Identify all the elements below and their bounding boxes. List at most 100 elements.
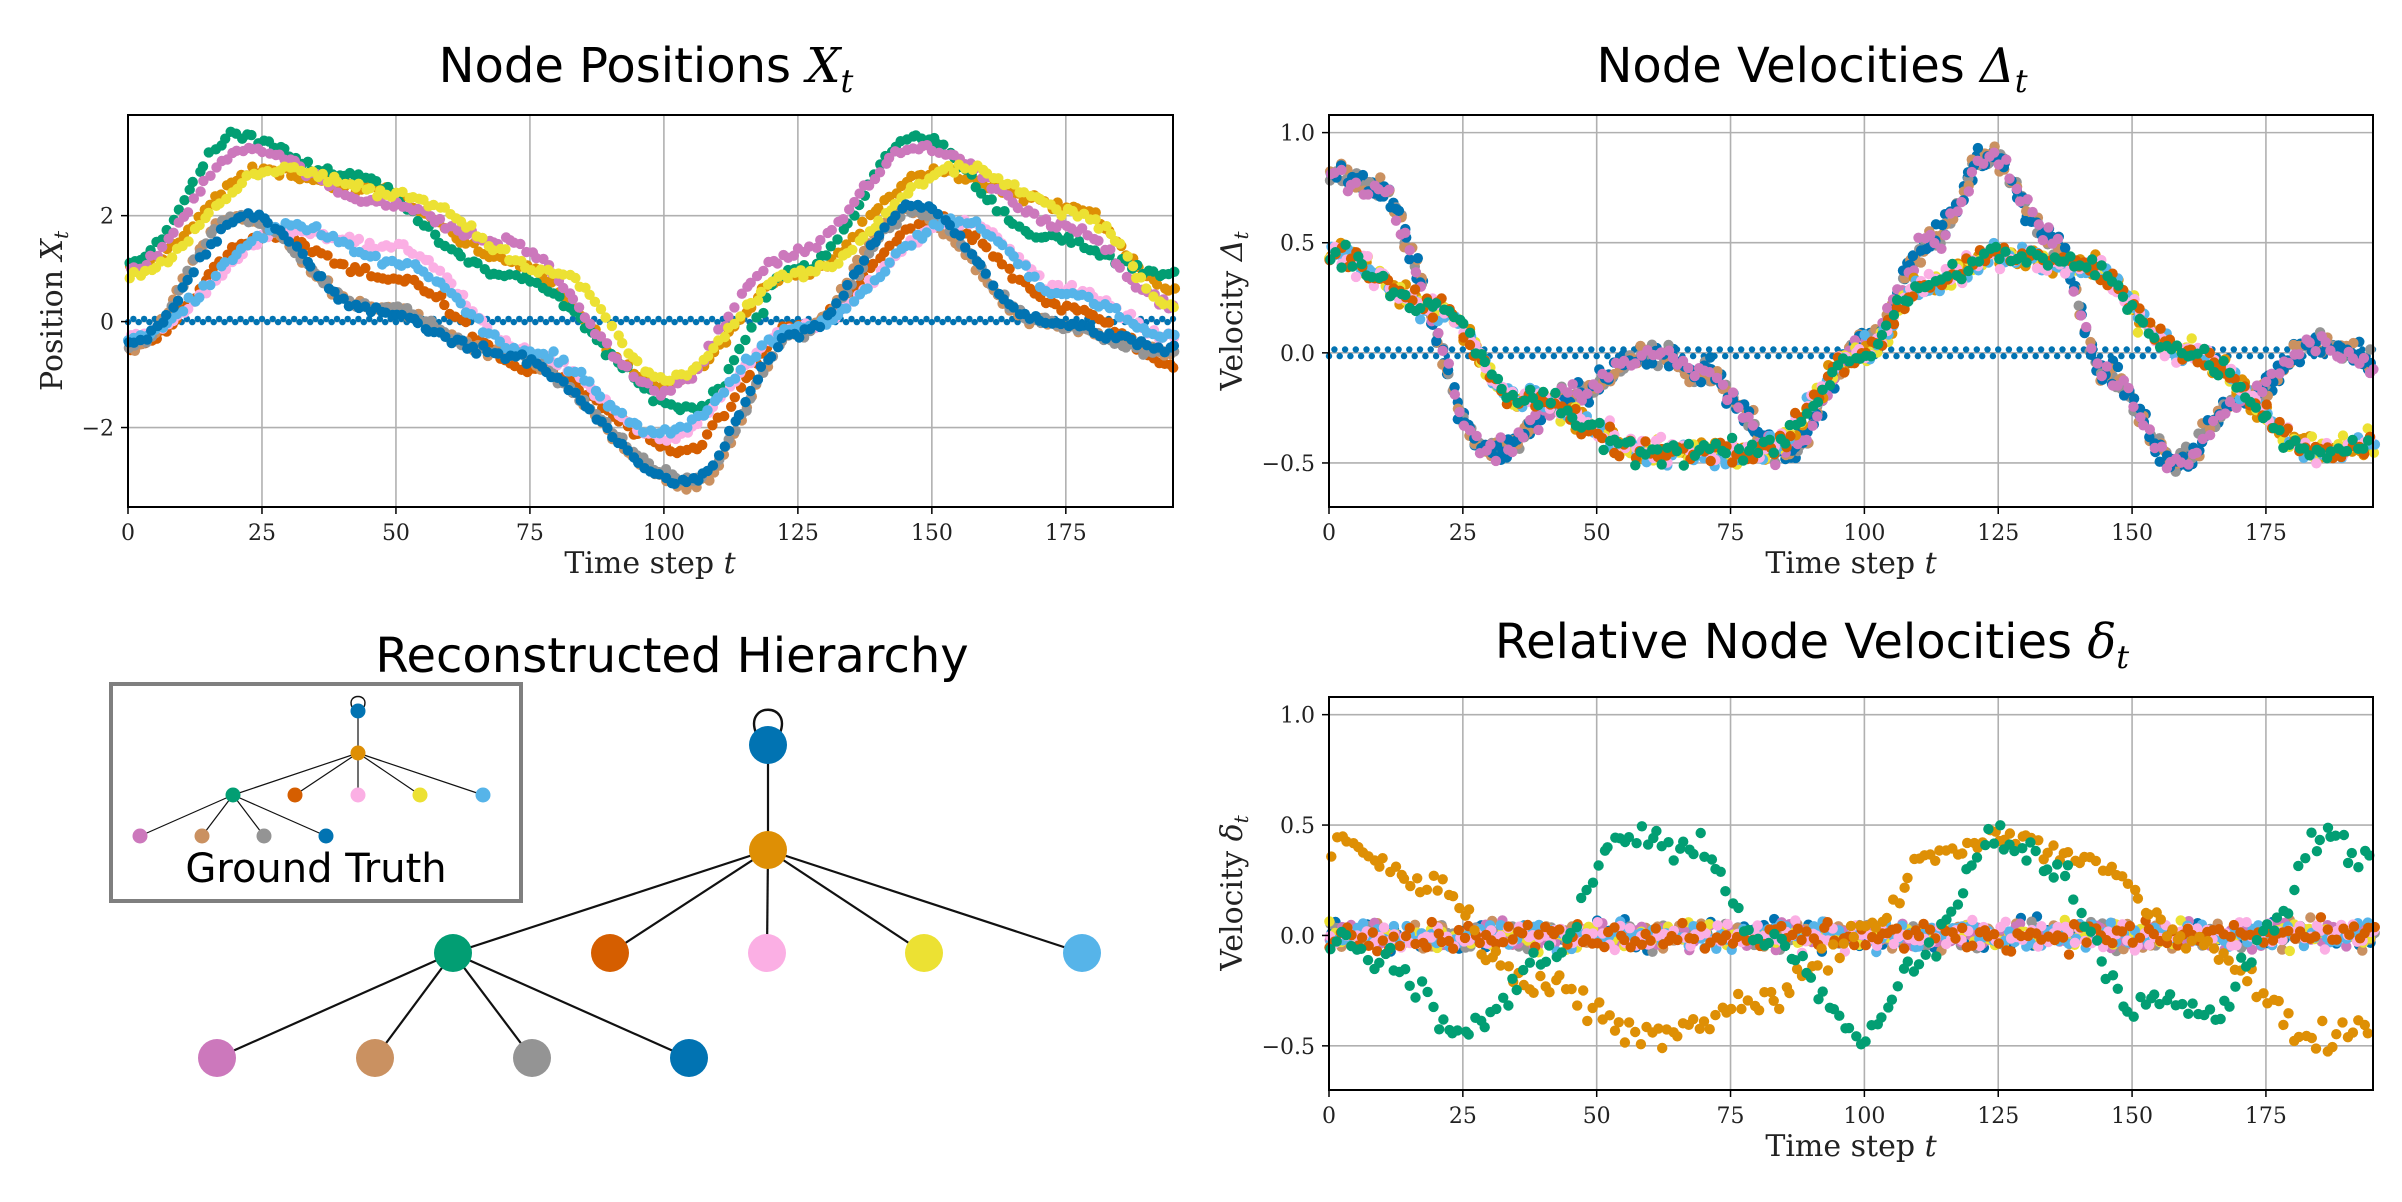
data-point (912, 315, 919, 323)
data-point (1362, 189, 1374, 200)
data-point (1395, 346, 1402, 353)
data-point (2219, 346, 2227, 353)
data-point (1454, 406, 1465, 418)
data-point (567, 293, 579, 305)
data-point (585, 318, 596, 330)
data-point (842, 318, 850, 326)
data-point (955, 315, 962, 323)
data-point (859, 315, 866, 323)
data-point (758, 265, 769, 277)
data-point (820, 250, 832, 261)
data-point (1093, 235, 1104, 246)
data-point (2075, 310, 2087, 321)
tick-label-x: 150 (2111, 521, 2153, 546)
data-point (370, 250, 381, 262)
data-point (632, 355, 643, 367)
data-point (2274, 368, 2285, 379)
data-point (2096, 260, 2107, 271)
data-point (1942, 271, 1953, 282)
data-point (183, 236, 194, 247)
data-point (976, 315, 984, 323)
data-point (1594, 417, 1605, 429)
data-point (1020, 260, 1031, 271)
data-point (434, 213, 446, 225)
data-point (1507, 352, 1515, 360)
data-point (2043, 222, 2054, 233)
data-point (205, 315, 212, 323)
data-point (1972, 142, 1984, 154)
data-point (516, 349, 528, 360)
data-point (2144, 424, 2155, 435)
data-point (2186, 333, 2197, 344)
data-point (455, 298, 466, 309)
data-point (2092, 358, 2103, 369)
data-point (1802, 346, 1809, 353)
data-point (838, 214, 849, 225)
data-point (735, 311, 746, 322)
data-point (2043, 352, 2050, 360)
data-point (307, 318, 314, 326)
data-point (1471, 430, 1482, 442)
data-point (939, 318, 946, 326)
data-point (2274, 425, 2285, 436)
data-point (644, 315, 651, 323)
data-point (1683, 362, 1694, 374)
data-point (2150, 352, 2157, 360)
data-point (499, 318, 507, 326)
data-point (2224, 367, 2236, 378)
velocities-ylabel: Velocity Δt (1215, 231, 1253, 392)
data-point (1169, 283, 1181, 294)
data-point (1416, 346, 1424, 353)
data-point (328, 318, 335, 326)
data-point (1400, 227, 1411, 238)
data-point (883, 152, 895, 164)
data-point (1141, 283, 1152, 294)
data-point (921, 227, 932, 238)
data-point (301, 315, 308, 323)
data-point (2033, 219, 2045, 230)
data-point (1577, 346, 1584, 353)
data-point (2156, 441, 2168, 452)
data-point (1656, 459, 1667, 470)
data-point (2262, 346, 2270, 353)
data-point (2011, 183, 2023, 195)
data-point (1796, 352, 1804, 360)
data-point (1432, 352, 1440, 360)
data-point (1752, 447, 1764, 459)
data-point (1946, 352, 1954, 360)
data-point (2052, 233, 2064, 245)
data-point (1807, 352, 1815, 360)
data-point (1390, 352, 1397, 360)
data-point (880, 315, 887, 323)
data-point (2132, 327, 2144, 338)
positions-points (122, 126, 1181, 495)
tick-label-y: −2 (82, 417, 114, 442)
data-point (2220, 408, 2231, 419)
data-point (290, 315, 298, 323)
data-point (2218, 355, 2229, 367)
data-point (844, 204, 855, 215)
data-point (1090, 214, 1101, 225)
data-point (729, 392, 740, 403)
data-point (751, 351, 762, 362)
data-point (1374, 346, 1381, 353)
data-point (1491, 346, 1499, 353)
data-point (708, 315, 716, 323)
data-point (1791, 346, 1799, 353)
data-point (2000, 352, 2007, 360)
data-point (1604, 352, 1611, 360)
data-point (1920, 346, 1927, 353)
data-point (1684, 346, 1691, 353)
data-point (371, 318, 378, 326)
data-point (826, 307, 837, 318)
data-point (831, 298, 842, 309)
data-point (623, 315, 630, 323)
data-point (1479, 356, 1491, 368)
data-point (923, 315, 930, 323)
data-point (2005, 346, 2013, 353)
data-point (1582, 388, 1593, 399)
data-point (2113, 280, 2124, 291)
data-point (1909, 346, 1916, 353)
data-point (205, 170, 216, 181)
